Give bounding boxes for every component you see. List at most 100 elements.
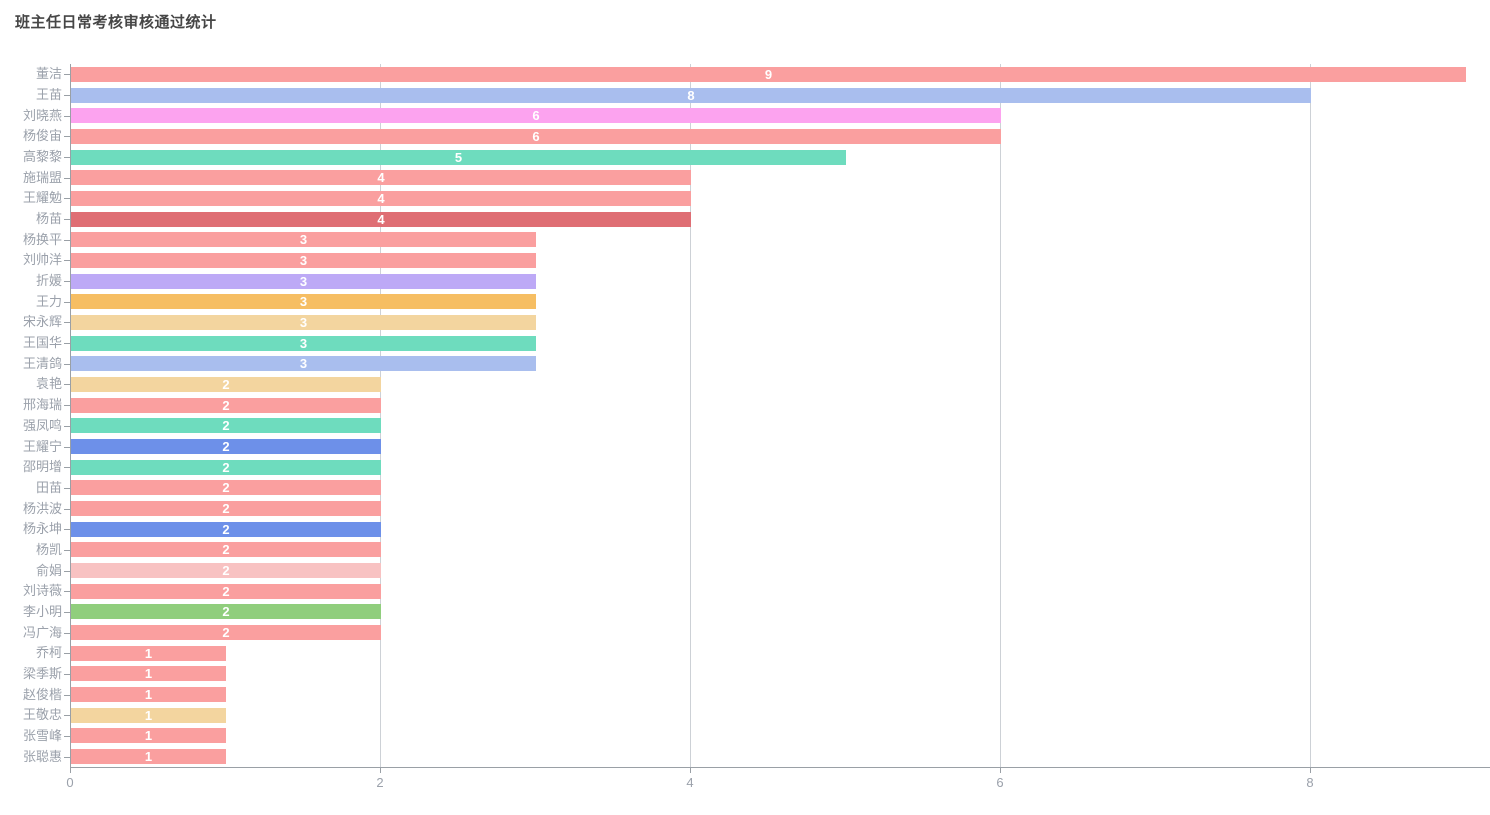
bar-value-label: 2 bbox=[222, 459, 230, 475]
bar[interactable]: 2 bbox=[71, 480, 381, 496]
bar[interactable]: 2 bbox=[71, 604, 381, 620]
y-axis-label: 王清鸽 bbox=[22, 355, 62, 371]
y-axis-label: 王力 bbox=[35, 293, 62, 309]
bar-value-label: 6 bbox=[532, 108, 540, 124]
bar[interactable]: 3 bbox=[71, 232, 536, 248]
y-axis-label: 张聪惠 bbox=[22, 748, 62, 764]
bar[interactable]: 3 bbox=[71, 356, 536, 372]
bar[interactable]: 1 bbox=[71, 687, 226, 703]
y-axis-tick bbox=[64, 695, 70, 696]
bar[interactable]: 2 bbox=[71, 583, 381, 599]
y-axis-tick bbox=[64, 674, 70, 675]
bar[interactable]: 1 bbox=[71, 749, 226, 765]
y-axis-tick bbox=[64, 116, 70, 117]
bar[interactable]: 1 bbox=[71, 707, 226, 723]
x-axis-tick-label: 0 bbox=[66, 775, 74, 790]
x-axis-tick bbox=[380, 767, 381, 773]
bar[interactable]: 2 bbox=[71, 439, 381, 454]
y-axis-label: 李小明 bbox=[22, 603, 62, 619]
x-axis-line bbox=[70, 767, 1490, 768]
bar[interactable]: 6 bbox=[71, 128, 1001, 144]
y-axis-label: 施瑞盟 bbox=[22, 169, 62, 185]
bar[interactable]: 2 bbox=[71, 521, 381, 537]
y-axis-tick bbox=[64, 550, 70, 551]
y-axis-label: 强凤鸣 bbox=[22, 417, 62, 433]
y-axis-tick bbox=[64, 736, 70, 737]
y-axis-label: 刘晓燕 bbox=[22, 107, 62, 123]
y-axis-label: 梁季斯 bbox=[22, 665, 62, 681]
y-axis-tick bbox=[64, 591, 70, 592]
y-axis-label: 杨凯 bbox=[35, 541, 62, 557]
bar[interactable]: 1 bbox=[71, 645, 226, 661]
bar[interactable]: 9 bbox=[71, 66, 1466, 82]
y-axis-tick bbox=[64, 136, 70, 137]
x-axis-tick bbox=[1000, 767, 1001, 773]
y-axis-tick bbox=[64, 302, 70, 303]
bar-value-label: 4 bbox=[377, 170, 385, 186]
y-axis-tick bbox=[64, 488, 70, 489]
bar-value-label: 2 bbox=[222, 625, 230, 641]
bar-value-label: 3 bbox=[299, 335, 308, 351]
bar-value-label: 2 bbox=[222, 542, 230, 558]
y-axis-label: 杨洪波 bbox=[22, 500, 62, 516]
y-axis-label: 刘帅洋 bbox=[22, 252, 62, 268]
y-axis-line bbox=[70, 64, 71, 767]
y-axis-label: 俞娟 bbox=[35, 562, 62, 578]
bar[interactable]: 2 bbox=[71, 501, 381, 517]
y-axis-tick bbox=[64, 384, 70, 385]
bar-value-label: 9 bbox=[764, 66, 773, 82]
y-axis-tick bbox=[64, 240, 70, 241]
y-axis-label: 刘诗薇 bbox=[22, 583, 62, 599]
bar[interactable]: 2 bbox=[71, 376, 381, 392]
bar[interactable]: 2 bbox=[71, 418, 381, 434]
bar[interactable]: 2 bbox=[71, 397, 381, 413]
y-axis-tick bbox=[64, 612, 70, 613]
bar[interactable]: 1 bbox=[71, 728, 226, 744]
y-axis-tick bbox=[64, 447, 70, 448]
bar[interactable]: 2 bbox=[71, 563, 381, 579]
y-axis-tick bbox=[64, 74, 70, 75]
bar-value-label: 2 bbox=[222, 397, 230, 413]
y-axis-tick bbox=[64, 509, 70, 510]
y-axis-label: 王耀勉 bbox=[22, 190, 62, 206]
y-axis-tick bbox=[64, 633, 70, 634]
y-axis-tick bbox=[64, 467, 70, 468]
bar[interactable]: 3 bbox=[71, 294, 536, 310]
bar[interactable]: 3 bbox=[71, 273, 536, 289]
bar-value-label: 1 bbox=[144, 666, 153, 682]
y-axis-label: 宋永辉 bbox=[22, 314, 62, 330]
bar-value-label: 1 bbox=[144, 728, 153, 744]
y-axis-tick bbox=[64, 95, 70, 96]
bar[interactable]: 2 bbox=[71, 625, 381, 641]
y-axis-tick bbox=[64, 757, 70, 758]
bar[interactable]: 4 bbox=[71, 170, 691, 186]
bar-value-label: 3 bbox=[299, 294, 308, 310]
y-axis-label: 王敬忠 bbox=[22, 707, 62, 723]
bar[interactable]: 2 bbox=[71, 542, 381, 558]
bar[interactable]: 3 bbox=[71, 314, 536, 330]
bar-value-label: 1 bbox=[144, 749, 153, 765]
y-axis-tick bbox=[64, 157, 70, 158]
bar-value-label: 6 bbox=[532, 128, 540, 144]
bar[interactable]: 3 bbox=[71, 335, 536, 351]
chart-title: 班主任日常考核审核通过统计 bbox=[15, 14, 217, 31]
bar-value-label: 1 bbox=[144, 687, 153, 703]
y-axis-label: 袁艳 bbox=[35, 376, 62, 392]
bar-value-label: 3 bbox=[299, 314, 308, 330]
bar[interactable]: 4 bbox=[71, 211, 691, 227]
bar[interactable]: 2 bbox=[71, 459, 381, 475]
bar[interactable]: 4 bbox=[71, 190, 691, 206]
bar-value-label: 2 bbox=[222, 418, 230, 434]
bar[interactable]: 5 bbox=[71, 149, 846, 165]
y-axis-label: 王耀宁 bbox=[22, 438, 62, 454]
bar[interactable]: 6 bbox=[71, 108, 1001, 124]
y-axis-label: 邵明增 bbox=[22, 459, 62, 475]
bar-value-label: 3 bbox=[299, 356, 308, 372]
bar[interactable]: 3 bbox=[71, 252, 536, 268]
y-axis-label: 乔柯 bbox=[35, 645, 62, 661]
x-axis-tick bbox=[690, 767, 691, 773]
bar[interactable]: 1 bbox=[71, 666, 226, 682]
y-axis-label: 高黎黎 bbox=[22, 149, 62, 165]
bar[interactable]: 8 bbox=[71, 87, 1311, 103]
